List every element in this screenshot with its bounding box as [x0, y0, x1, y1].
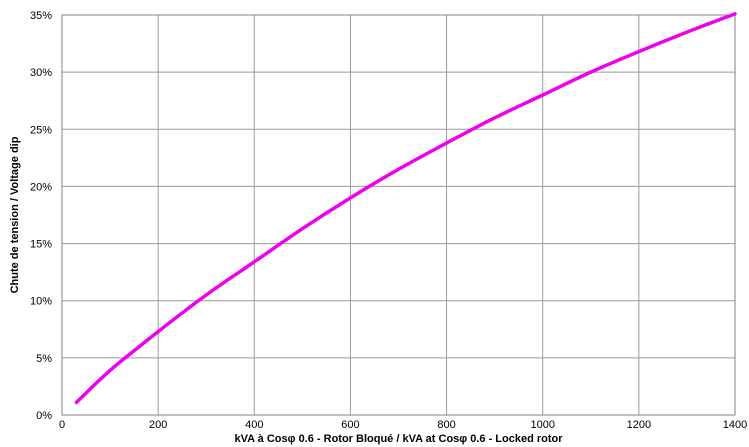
y-tick-label: 30% [30, 67, 52, 79]
y-tick-label: 15% [30, 239, 52, 251]
y-tick-label: 35% [30, 10, 52, 22]
y-tick-label: 5% [36, 353, 52, 365]
x-tick-label: 1200 [627, 419, 651, 431]
x-tick-label: 1000 [530, 419, 554, 431]
x-tick-label: 1400 [723, 419, 747, 431]
x-tick-label: 800 [437, 419, 455, 431]
y-tick-label: 25% [30, 124, 52, 136]
plot-area-frame [61, 14, 736, 416]
y-axis-title: Chute de tension / Voltage dip [9, 136, 21, 293]
x-tick-label: 400 [245, 419, 263, 431]
x-tick-label: 600 [341, 419, 359, 431]
y-axis-tick-labels: 0% 5% 10% 15% 20% 25% 30% 35% [30, 10, 52, 422]
y-tick-label: 0% [36, 410, 52, 422]
series-layer [74, 12, 737, 405]
x-tick-label: 200 [149, 419, 167, 431]
series-line [74, 12, 737, 405]
y-tick-label: 20% [30, 181, 52, 193]
y-tick-label: 10% [30, 296, 52, 308]
x-tick-label: 0 [59, 419, 65, 431]
vertical-gridlines [61, 15, 736, 415]
x-axis-title: kVA à Cosφ 0.6 - Rotor Bloqué / kVA at C… [234, 433, 563, 445]
x-axis-tick-labels: 0 200 400 600 800 1000 1200 1400 [59, 419, 747, 431]
